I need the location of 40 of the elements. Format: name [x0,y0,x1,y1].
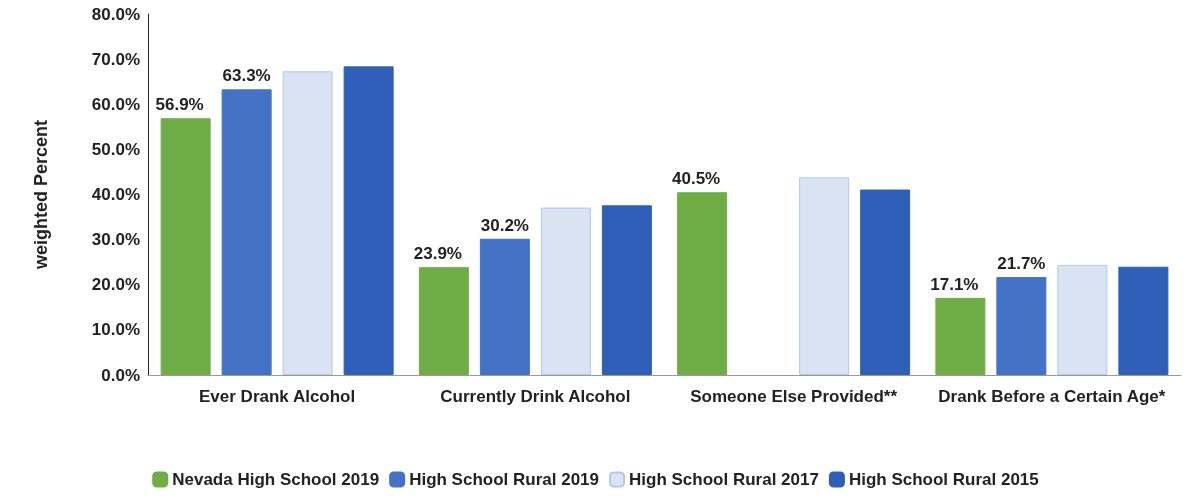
y-tick-label: 30.0% [91,230,140,250]
legend-label: High School Rural 2015 [848,470,1039,489]
bar [343,66,394,375]
legend-label: Nevada High School 2019 [172,470,380,489]
y-tick-label: 20.0% [91,275,140,295]
y-tick-label: 10.0% [91,320,140,340]
bar [1057,264,1108,375]
bar [418,267,469,375]
y-tick-label: 0.0% [101,365,140,385]
bar [479,238,530,375]
bar [160,118,211,375]
data-label: 30.2% [480,215,529,235]
y-axis-title: weighted Percent [31,119,51,271]
bar [221,89,272,375]
x-tick-label: Someone Else Provided** [690,386,898,406]
data-label: 63.3% [222,66,271,86]
bar [860,189,911,375]
bar [282,71,333,375]
y-tick-label: 70.0% [91,49,140,69]
bar [677,192,728,375]
x-tick-label: Ever Drank Alcohol [199,386,356,406]
data-label: 56.9% [155,95,204,115]
y-tick-label: 40.0% [91,185,140,204]
x-tick-label: Currently Drink Alcohol [440,386,631,406]
data-label: 21.7% [997,254,1046,274]
data-label: 17.1% [930,274,979,294]
bar [540,207,591,375]
data-label: 40.5% [672,169,721,189]
y-tick-label: 50.0% [91,139,140,159]
bar [1118,266,1169,375]
bar [799,177,850,375]
y-tick-label: 80.0% [91,4,140,24]
data-label: 23.9% [413,244,462,264]
legend-label: High School Rural 2017 [629,470,819,489]
bar [935,297,986,375]
bar [601,205,652,375]
x-tick-label: Drank Before a Certain Age* [938,386,1166,406]
bar [996,277,1047,375]
y-tick-label: 60.0% [91,94,140,114]
legend-label: High School Rural 2019 [409,470,600,489]
